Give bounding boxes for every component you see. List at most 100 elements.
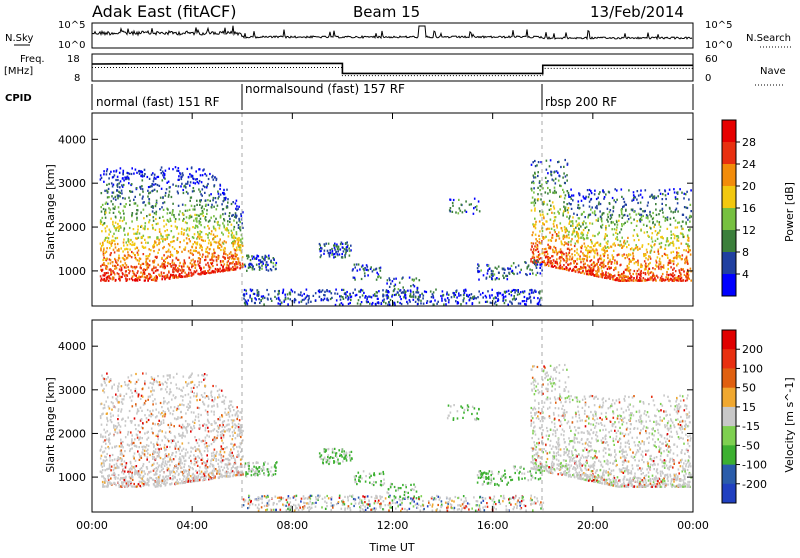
range-time-cell bbox=[159, 185, 161, 187]
range-time-cell bbox=[555, 178, 557, 180]
range-time-cell bbox=[413, 280, 415, 282]
range-time-cell bbox=[260, 299, 262, 301]
range-time-cell bbox=[155, 448, 157, 450]
range-time-cell bbox=[168, 194, 170, 196]
range-time-cell bbox=[662, 193, 664, 195]
range-time-cell bbox=[647, 265, 649, 267]
range-time-cell bbox=[124, 381, 126, 383]
range-time-cell bbox=[261, 265, 263, 267]
range-time-cell bbox=[235, 268, 237, 270]
range-time-cell bbox=[158, 453, 160, 455]
range-time-cell bbox=[567, 211, 569, 213]
range-time-cell bbox=[644, 260, 646, 262]
range-time-cell bbox=[673, 267, 675, 269]
range-time-cell bbox=[567, 209, 569, 211]
range-time-cell bbox=[162, 383, 164, 385]
range-time-cell bbox=[171, 471, 173, 473]
range-time-cell bbox=[498, 278, 500, 280]
range-time-cell bbox=[659, 189, 661, 191]
range-time-cell bbox=[567, 163, 569, 165]
range-time-cell bbox=[140, 264, 142, 266]
range-time-cell bbox=[557, 267, 559, 269]
range-time-cell bbox=[580, 266, 582, 268]
range-time-cell bbox=[417, 303, 419, 305]
range-time-cell bbox=[185, 412, 187, 414]
range-time-cell bbox=[621, 213, 623, 215]
range-time-cell bbox=[165, 170, 167, 172]
range-time-cell bbox=[199, 180, 201, 182]
range-time-cell bbox=[218, 270, 220, 272]
range-time-cell bbox=[148, 445, 150, 447]
range-time-cell bbox=[124, 234, 126, 236]
range-time-cell bbox=[189, 173, 191, 175]
range-time-cell bbox=[111, 195, 113, 197]
range-time-cell bbox=[104, 190, 106, 192]
range-time-cell bbox=[151, 174, 153, 176]
range-time-cell bbox=[679, 188, 681, 190]
range-time-cell bbox=[226, 264, 228, 266]
range-time-cell bbox=[144, 453, 146, 455]
range-time-cell bbox=[235, 240, 237, 242]
range-time-cell bbox=[628, 189, 630, 191]
range-time-cell bbox=[252, 266, 254, 268]
range-time-cell bbox=[176, 470, 178, 472]
range-time-cell bbox=[340, 243, 342, 245]
range-time-cell bbox=[233, 268, 235, 270]
range-time-cell bbox=[114, 268, 116, 270]
range-time-cell bbox=[398, 288, 400, 290]
range-time-cell bbox=[681, 280, 683, 282]
range-time-cell bbox=[149, 395, 151, 397]
range-time-cell bbox=[561, 227, 563, 229]
range-time-cell bbox=[588, 250, 590, 252]
range-time-cell bbox=[169, 460, 171, 462]
range-time-cell bbox=[146, 264, 148, 266]
range-time-cell bbox=[117, 183, 119, 185]
range-time-cell bbox=[131, 265, 133, 267]
range-time-cell bbox=[542, 230, 544, 232]
range-time-cell bbox=[636, 199, 638, 201]
range-time-cell bbox=[138, 263, 140, 265]
range-time-cell bbox=[103, 477, 105, 479]
range-time-cell bbox=[370, 266, 372, 268]
range-time-cell bbox=[229, 269, 231, 271]
range-time-cell bbox=[474, 297, 476, 299]
range-time-cell bbox=[386, 289, 388, 291]
range-time-cell bbox=[148, 186, 150, 188]
range-time-cell bbox=[166, 229, 168, 231]
range-time-cell bbox=[121, 267, 123, 269]
range-time-cell bbox=[246, 255, 248, 257]
range-time-cell bbox=[654, 195, 656, 197]
range-time-cell bbox=[159, 481, 161, 483]
range-time-cell bbox=[287, 297, 289, 299]
range-time-cell bbox=[159, 241, 161, 243]
range-time-cell bbox=[163, 220, 165, 222]
range-time-cell bbox=[653, 274, 655, 276]
range-time-cell bbox=[211, 206, 213, 208]
range-time-cell bbox=[576, 233, 578, 235]
range-time-cell bbox=[196, 221, 198, 223]
range-time-cell bbox=[632, 252, 634, 254]
range-time-cell bbox=[142, 465, 144, 467]
range-time-cell bbox=[142, 273, 144, 275]
range-time-cell bbox=[240, 244, 242, 246]
range-time-cell bbox=[310, 301, 312, 303]
range-time-cell bbox=[584, 258, 586, 260]
range-time-cell bbox=[145, 246, 147, 248]
range-time-cell bbox=[190, 249, 192, 251]
range-time-cell bbox=[206, 209, 208, 211]
range-time-cell bbox=[145, 222, 147, 224]
range-time-cell bbox=[539, 180, 541, 182]
range-time-cell bbox=[112, 203, 114, 205]
range-time-cell bbox=[556, 233, 558, 235]
range-time-cell bbox=[132, 212, 134, 214]
range-time-cell bbox=[110, 209, 112, 211]
range-time-cell bbox=[345, 293, 347, 295]
range-time-cell bbox=[188, 403, 190, 405]
range-time-cell bbox=[596, 248, 598, 250]
range-time-cell bbox=[169, 256, 171, 258]
range-time-cell bbox=[613, 256, 615, 258]
range-time-cell bbox=[479, 302, 481, 304]
range-time-cell bbox=[549, 165, 551, 167]
range-time-cell bbox=[207, 234, 209, 236]
range-time-cell bbox=[554, 192, 556, 194]
